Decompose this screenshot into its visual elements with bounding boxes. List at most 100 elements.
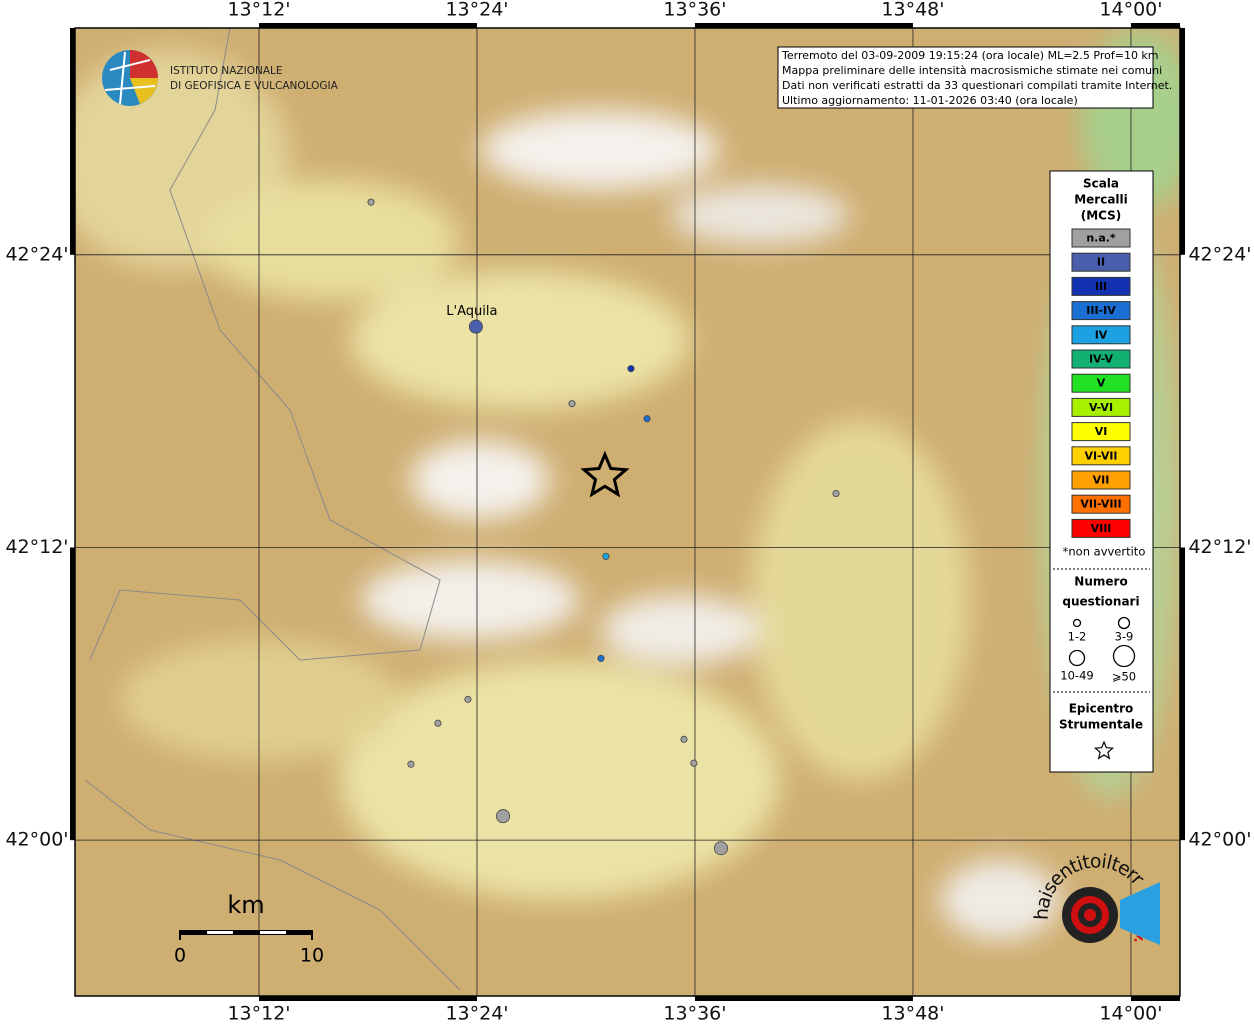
x-tick-label: 14°00' [1099,0,1162,21]
intensity-point [367,198,375,206]
logo-text: ISTITUTO NAZIONALE [170,65,283,77]
frame-bar [1130,996,1180,1001]
frame-bars [70,23,1185,1001]
legend-star [1093,740,1115,760]
scale-label: 0 [174,945,186,967]
x-tick-label: 13°36' [663,0,726,21]
legend-label: n.a.* [1086,232,1116,245]
info-box [777,46,1154,109]
legend-title: Scala [1083,177,1119,191]
frame-bar [1130,23,1180,28]
intensity-point [714,841,729,856]
legend-swatch [1071,301,1131,321]
legend-swatch [1071,422,1131,442]
legend-label: VI [1095,425,1108,438]
epicenter-star [580,450,630,498]
frame-bar [1180,28,1185,255]
intensity-point [468,319,483,334]
x-tick-label: 13°12' [227,0,290,21]
legend-label: VII-VIII [1080,498,1121,511]
legend-size [1068,649,1086,667]
x-tick-label: 13°48' [881,0,944,21]
legend-title: Mercalli [1074,193,1128,207]
scale-unit: km [227,891,264,919]
legend-swatch [1071,494,1131,514]
intensity-point [602,552,610,560]
scale-bar: km 0 10 [174,891,324,967]
scale-label: 10 [300,945,324,967]
y-tick-label: 42°00' [5,829,68,851]
info-line: Mappa preliminare delle intensità macros… [782,64,1162,77]
legend-size-label: ⩾50 [1112,670,1136,684]
legend-label: V [1097,377,1106,390]
intensity-point [568,400,576,408]
legend-size-label: 10-49 [1060,669,1093,683]
x-tick-label: 13°24' [445,0,508,21]
city-label: L'Aquila [446,304,497,319]
legend-title: (MCS) [1081,209,1122,223]
intensity-point [407,760,415,768]
legend-label: VIII [1091,522,1112,535]
frame-bar [1180,547,1185,841]
legend-swatch [1071,470,1131,490]
legend-size [1117,616,1131,630]
frame-bar [258,996,477,1001]
legend-label: V-VI [1089,401,1113,414]
intensity-point [690,759,698,767]
legend-title: Numero [1074,575,1127,589]
legend-swatch [1071,373,1131,393]
x-tick-label: 13°24' [445,1003,508,1025]
legend-swatch [1071,518,1131,538]
y-tick-label: 42°00' [1188,829,1251,851]
legend-title: questionari [1062,595,1139,609]
legend-swatch [1071,228,1131,248]
info-line: Ultimo aggiornamento: 11-01-2026 03:40 (… [782,94,1078,107]
legend-label: IV-V [1089,353,1114,366]
legend-label: III [1095,280,1107,293]
legend-label: IV [1095,328,1108,341]
legend-swatch [1071,276,1131,296]
graticule: 13°12' 13°12' 13°24' 13°24' 13°36' 13°36' 13°4… [5,0,1251,1025]
intensity-point [643,415,651,423]
info-line: Dati non verificati estratti da 33 quest… [782,79,1172,92]
legend-note: *non avvertito [1063,545,1146,559]
frame-bar [694,23,913,28]
legend-label: III-IV [1086,304,1116,317]
map-frame [74,27,1181,997]
legend-title: Epicentro [1069,702,1134,716]
legend-swatch [1071,252,1131,272]
terrain [75,28,1180,996]
intensity-point [496,809,511,824]
intensity-point [832,489,840,498]
intensity-point [464,695,472,703]
legend-size [1072,618,1082,628]
intensity-point [434,719,442,727]
legend-size-label: 3-9 [1115,630,1134,644]
frame-bar [694,996,913,1001]
frame-bar [70,28,75,255]
intensity-point [680,735,688,743]
intensity-point [597,654,605,662]
y-tick-label: 42°24' [5,243,68,265]
frame-bar [258,23,477,28]
intensity-point [627,365,635,373]
x-tick-label: 14°00' [1099,1003,1162,1025]
info-line: Terremoto del 03-09-2009 19:15:24 (ora l… [781,49,1159,62]
y-tick-label: 42°12' [1188,536,1251,558]
legend-label: VII [1093,474,1110,487]
legend-label: II [1097,256,1105,269]
frame-bar [70,547,75,841]
y-tick-label: 42°24' [1188,243,1251,265]
legend-size-label: 1-2 [1068,630,1087,644]
legend-swatch [1071,325,1131,345]
x-tick-label: 13°36' [663,1003,726,1025]
legend-swatch [1071,446,1131,466]
legend-swatch [1071,349,1131,369]
x-tick-label: 13°12' [227,1003,290,1025]
ingv-logo: ISTITUTO NAZIONALE DI GEOFISICA E VULCAN… [102,50,339,106]
y-tick-label: 42°12' [5,536,68,558]
legend-title: Strumentale [1059,718,1143,732]
x-tick-label: 13°48' [881,1003,944,1025]
logo-text: DI GEOFISICA E VULCANOLOGIA [170,80,339,92]
legend-label: VI-VII [1084,449,1117,462]
